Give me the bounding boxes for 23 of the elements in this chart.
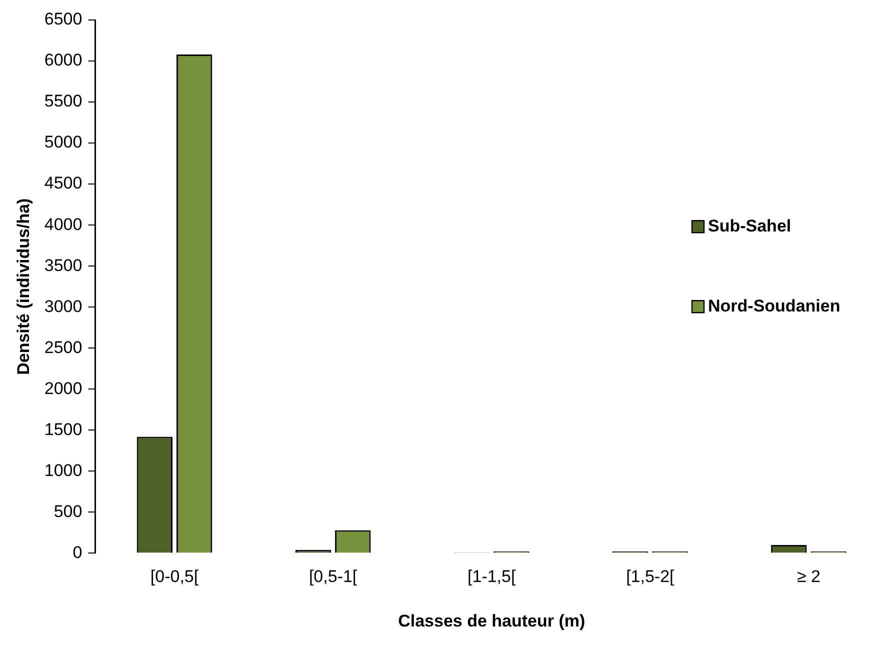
legend-label: Nord-Soudanien xyxy=(708,296,840,316)
y-tick-label: 1500 xyxy=(44,420,82,439)
y-tick-label: 6000 xyxy=(44,50,82,70)
y-tick-label: 500 xyxy=(54,502,82,521)
y-tick-label: 5000 xyxy=(44,132,82,152)
y-tick-label: 5500 xyxy=(44,92,82,111)
y-tick-label: 4500 xyxy=(44,174,82,193)
y-tick-label: 4000 xyxy=(44,214,82,234)
y-tick-label: 1000 xyxy=(44,460,82,480)
x-tick-label: [0-0,5[ xyxy=(150,567,199,586)
y-tick-label: 2000 xyxy=(44,378,82,398)
y-tick-label: 3000 xyxy=(44,296,82,316)
y-tick-label: 6500 xyxy=(44,10,82,29)
legend-label: Sub-Sahel xyxy=(708,216,792,236)
x-tick-label: [1-1,5[ xyxy=(468,567,516,586)
x-tick-label: [0,5-1[ xyxy=(308,567,358,586)
y-tick-label: 3500 xyxy=(44,256,82,275)
x-axis-title: Classes de hauteur (m) xyxy=(398,611,586,630)
x-tick-label: [1,5-2[ xyxy=(626,567,675,586)
y-tick-label: 2500 xyxy=(44,338,82,357)
x-tick-label: ≥ 2 xyxy=(796,567,820,586)
y-axis-title: Densité (individus/ha) xyxy=(14,198,33,375)
y-tick-label: 0 xyxy=(72,542,82,562)
